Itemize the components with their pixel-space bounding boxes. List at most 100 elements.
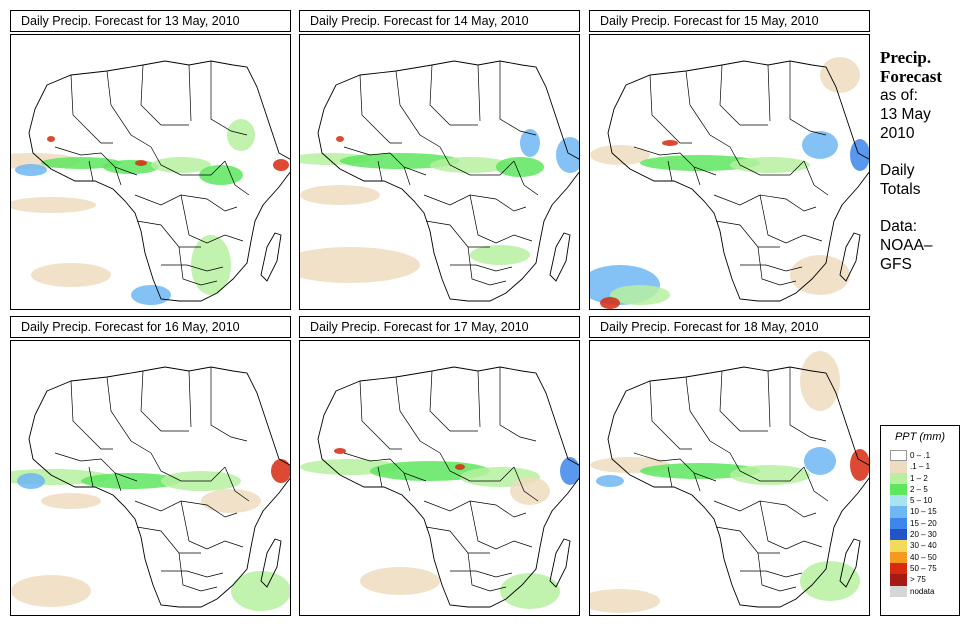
precip-area (730, 157, 810, 173)
country-border (425, 220, 490, 248)
country-border (685, 376, 731, 454)
legend-label: 2 – 5 (910, 484, 928, 494)
legend-label: 1 – 2 (910, 473, 928, 483)
country-border (88, 466, 94, 488)
legend-title: PPT (mm) (894, 431, 946, 443)
legend-label: 20 – 30 (910, 530, 937, 540)
precip-area (231, 571, 290, 611)
country-border (150, 452, 226, 482)
precip-area (560, 457, 579, 485)
precip-map (589, 34, 870, 310)
precip-area (600, 297, 620, 309)
precip-area (850, 139, 869, 171)
country-border (210, 367, 248, 442)
precip-area (802, 131, 838, 159)
country-border (403, 472, 411, 492)
precip-map (10, 34, 291, 310)
country-border (713, 194, 817, 212)
legend-swatch (890, 574, 907, 586)
precip-area (191, 235, 231, 295)
madagascar-outline (260, 538, 282, 588)
precip-area (510, 477, 550, 505)
precip-area (800, 351, 840, 411)
country-border (136, 526, 201, 554)
country-border (467, 246, 507, 286)
precip-map (299, 34, 580, 310)
country-border (477, 64, 481, 122)
precip-map (589, 340, 870, 616)
country-border (467, 552, 507, 592)
legend-swatch (890, 483, 907, 496)
legend-swatch (890, 562, 907, 575)
country-border (729, 452, 805, 482)
precip-area (850, 449, 869, 481)
precip-area (334, 448, 346, 454)
precip-area (790, 255, 850, 295)
sidebar-info: Precip. Forecast as of: 13 May 2010 Dail… (880, 48, 964, 274)
precip-area (271, 459, 290, 483)
country-border (178, 246, 218, 286)
country-border (377, 160, 383, 182)
legend-swatch (890, 529, 907, 541)
country-border (423, 194, 527, 212)
precip-area (199, 165, 243, 185)
country-border (106, 70, 152, 148)
legend-label: 30 – 40 (910, 541, 937, 551)
panel-title: Daily Precip. Forecast for 16 May, 2010 (10, 316, 291, 338)
legend-swatch (890, 472, 907, 484)
asof-label: as of: (880, 87, 918, 104)
country-border (161, 570, 224, 578)
country-border (343, 146, 427, 176)
precip-area (430, 157, 510, 173)
legend-label: nodata (910, 586, 935, 596)
country-border (513, 160, 539, 196)
sidebar-title-line2: Forecast (880, 67, 942, 86)
country-border (224, 466, 250, 502)
legend-swatch (890, 551, 907, 563)
country-border (685, 70, 731, 148)
country-border (803, 466, 829, 502)
country-border (54, 146, 138, 176)
sidebar-title-line1: Precip. (880, 48, 932, 67)
legend-swatch (890, 585, 907, 597)
madagascar-outline (260, 232, 282, 282)
country-border (469, 500, 533, 550)
country-border (429, 370, 478, 432)
country-border (759, 500, 823, 550)
country-border (450, 570, 513, 578)
madagascar-outline (839, 538, 861, 588)
country-border (789, 61, 827, 136)
precip-area (556, 137, 579, 173)
country-border (759, 194, 823, 244)
precip-area (17, 473, 45, 489)
totals-line1: Daily (880, 162, 915, 179)
panel-title: Daily Precip. Forecast for 17 May, 2010 (299, 316, 580, 338)
country-border (425, 526, 490, 554)
precip-area (273, 159, 289, 171)
country-border (70, 380, 113, 450)
precip-area (662, 140, 678, 146)
country-border (180, 194, 244, 244)
precip-map (299, 340, 580, 616)
precip-area (47, 136, 55, 142)
country-border (439, 452, 515, 482)
legend-label: > 75 (910, 575, 926, 585)
legend-swatch (890, 450, 907, 462)
country-border (439, 146, 515, 176)
country-border (715, 220, 780, 248)
precip-area (201, 489, 261, 513)
data-source-line1: Data: (880, 218, 918, 235)
country-border (395, 376, 441, 454)
country-border (719, 64, 768, 126)
precip-area (151, 157, 211, 173)
precip-area (610, 285, 670, 305)
country-border (178, 552, 218, 592)
country-border (140, 64, 189, 126)
country-border (140, 370, 189, 432)
country-border (359, 74, 402, 144)
madagascar-outline (549, 232, 571, 282)
country-border (136, 220, 201, 248)
precip-area (336, 136, 344, 142)
country-border (633, 452, 717, 482)
country-border (693, 166, 701, 186)
